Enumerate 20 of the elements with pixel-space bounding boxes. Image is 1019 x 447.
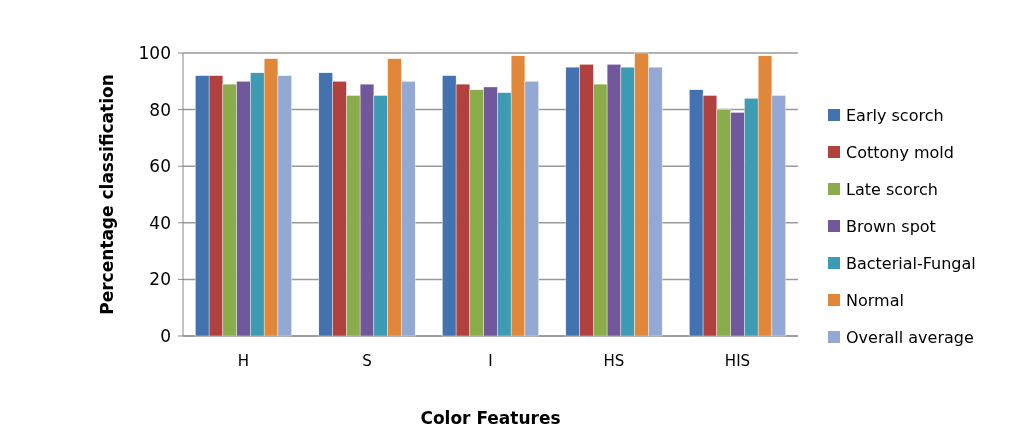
legend-label: Bacterial-Fungal	[846, 253, 976, 273]
y-tick-label: 100	[138, 42, 171, 63]
y-tick-label: 0	[160, 325, 171, 346]
x-tick-label: HIS	[724, 352, 751, 370]
y-tick-label: 20	[149, 269, 171, 290]
y-tick-label: 60	[149, 156, 171, 177]
legend-label: Late scorch	[846, 179, 939, 199]
legend-label: Early scorch	[846, 105, 944, 125]
legend-label: Normal	[846, 290, 904, 310]
x-axis-title: Color Features	[420, 408, 561, 428]
x-tick-label: I	[488, 352, 493, 370]
y-axis-title: Percentage classification	[97, 74, 117, 315]
x-tick-label: HS	[603, 352, 625, 370]
y-tick-label: 40	[149, 212, 171, 233]
x-tick-label: H	[237, 352, 250, 370]
y-tick-label: 80	[149, 99, 171, 120]
legend-label: Cottony mold	[846, 142, 954, 162]
legend-label: Overall average	[846, 327, 974, 347]
legend-label: Brown spot	[846, 216, 936, 236]
x-tick-label: S	[362, 352, 372, 370]
